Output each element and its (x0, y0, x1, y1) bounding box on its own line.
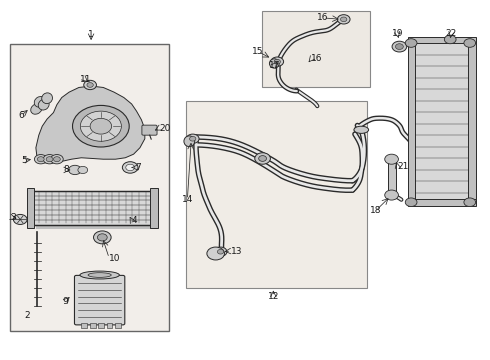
Ellipse shape (184, 136, 195, 147)
FancyBboxPatch shape (142, 125, 157, 135)
Bar (90, 323, 96, 328)
Text: 6: 6 (18, 111, 24, 120)
Bar (186, 101, 367, 288)
Bar (26, 188, 34, 228)
Circle shape (385, 154, 398, 164)
Text: 19: 19 (392, 29, 403, 38)
Bar (98, 323, 104, 328)
Circle shape (80, 111, 122, 141)
Ellipse shape (42, 93, 52, 104)
Circle shape (444, 35, 456, 44)
Ellipse shape (34, 96, 45, 107)
Circle shape (78, 166, 88, 174)
Ellipse shape (38, 99, 49, 110)
Circle shape (34, 154, 47, 164)
Bar (150, 188, 158, 228)
Circle shape (94, 231, 111, 244)
Circle shape (385, 190, 398, 200)
Circle shape (43, 154, 56, 164)
Bar (408, 37, 476, 43)
Text: 3: 3 (10, 213, 16, 222)
Polygon shape (414, 41, 470, 204)
Circle shape (341, 17, 347, 22)
Text: 21: 21 (397, 162, 409, 171)
Bar (81, 323, 87, 328)
Text: 1: 1 (88, 30, 94, 39)
Circle shape (122, 162, 138, 173)
Bar (32, 191, 152, 225)
Bar (107, 323, 113, 328)
Ellipse shape (354, 126, 368, 134)
Text: 2: 2 (25, 311, 30, 320)
Bar (10, 44, 169, 330)
Text: 22: 22 (445, 29, 457, 38)
Circle shape (53, 157, 60, 162)
Bar (262, 12, 369, 87)
Circle shape (90, 118, 112, 134)
Bar (115, 323, 121, 328)
Text: 10: 10 (109, 254, 121, 263)
Circle shape (392, 41, 407, 52)
Circle shape (84, 80, 97, 90)
Circle shape (337, 15, 350, 24)
Ellipse shape (31, 104, 42, 114)
Ellipse shape (88, 273, 111, 277)
Circle shape (186, 134, 199, 143)
Circle shape (405, 39, 417, 47)
Ellipse shape (80, 271, 120, 279)
Ellipse shape (270, 59, 279, 68)
Circle shape (271, 57, 284, 66)
Text: 17: 17 (269, 61, 280, 70)
Circle shape (126, 164, 135, 171)
Text: 16: 16 (312, 54, 323, 63)
Circle shape (50, 154, 63, 164)
Circle shape (255, 153, 270, 164)
Text: 11: 11 (79, 75, 91, 84)
Text: 16: 16 (318, 13, 329, 22)
Circle shape (190, 136, 196, 141)
Circle shape (87, 83, 93, 87)
Circle shape (259, 156, 267, 161)
Circle shape (46, 157, 53, 162)
Circle shape (207, 247, 224, 260)
Text: 9: 9 (63, 297, 69, 306)
Text: 5: 5 (21, 156, 27, 165)
Circle shape (98, 234, 107, 241)
Circle shape (69, 165, 81, 175)
Bar (388, 160, 396, 194)
Circle shape (464, 39, 476, 47)
Circle shape (37, 157, 44, 162)
Bar (36, 195, 156, 229)
Text: 13: 13 (231, 247, 243, 256)
FancyBboxPatch shape (74, 275, 125, 325)
Circle shape (464, 198, 476, 207)
Circle shape (73, 105, 129, 147)
Text: 20: 20 (159, 123, 171, 132)
Text: 12: 12 (268, 292, 279, 301)
Circle shape (274, 59, 280, 64)
Text: 15: 15 (252, 47, 264, 56)
Text: 8: 8 (64, 166, 70, 175)
Bar (408, 41, 415, 205)
Circle shape (214, 247, 227, 256)
Text: 18: 18 (370, 206, 382, 215)
Circle shape (218, 249, 224, 254)
Circle shape (13, 215, 27, 225)
Polygon shape (36, 86, 145, 163)
Bar (468, 40, 476, 203)
Circle shape (405, 198, 417, 207)
Text: 14: 14 (182, 195, 193, 204)
Circle shape (395, 44, 403, 49)
Text: 7: 7 (135, 163, 141, 172)
Bar (408, 199, 476, 206)
Text: 4: 4 (132, 216, 137, 225)
